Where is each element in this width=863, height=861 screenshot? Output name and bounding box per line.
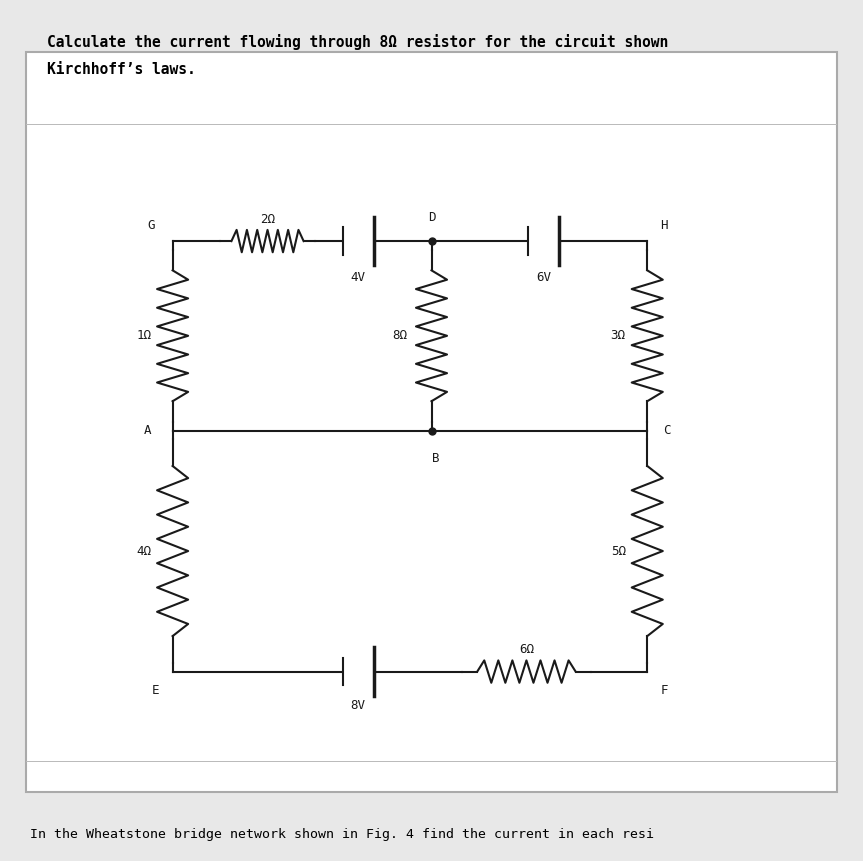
Text: Kirchhoff’s laws.: Kirchhoff’s laws. [47, 62, 196, 77]
Text: 6V: 6V [536, 271, 551, 284]
Text: C: C [663, 424, 671, 437]
Text: 3Ω: 3Ω [611, 329, 626, 343]
Text: E: E [152, 684, 160, 697]
Text: H: H [660, 220, 668, 232]
Text: 1Ω: 1Ω [136, 329, 151, 343]
Text: G: G [148, 220, 155, 232]
Text: D: D [428, 211, 435, 224]
Text: 8Ω: 8Ω [393, 329, 407, 343]
Text: 4V: 4V [350, 271, 366, 284]
Text: 8V: 8V [350, 699, 366, 712]
Text: 5Ω: 5Ω [611, 544, 626, 558]
Text: In the Wheatstone bridge network shown in Fig. 4 find the current in each resi: In the Wheatstone bridge network shown i… [30, 828, 654, 841]
Text: F: F [660, 684, 668, 697]
Text: 4Ω: 4Ω [136, 544, 151, 558]
Text: B: B [432, 452, 439, 465]
Text: 6Ω: 6Ω [519, 643, 534, 656]
Text: Calculate the current flowing through 8Ω resistor for the circuit shown: Calculate the current flowing through 8Ω… [47, 34, 669, 51]
Text: A: A [143, 424, 151, 437]
Text: 2Ω: 2Ω [260, 213, 275, 226]
